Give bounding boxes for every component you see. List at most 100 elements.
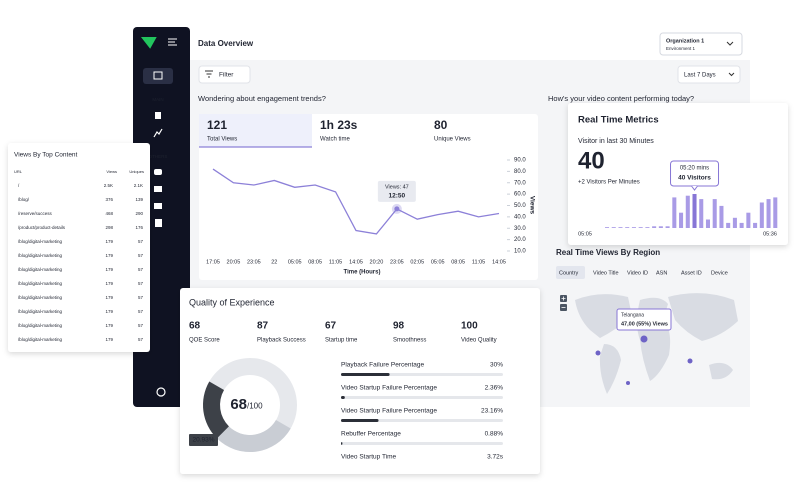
- bar: [679, 212, 684, 228]
- table-cell: 2.5K: [104, 183, 113, 188]
- y-tick-label: 40.0: [514, 214, 526, 220]
- bar: [631, 227, 636, 228]
- tab-value: 1h 23s: [320, 118, 358, 132]
- y-tick-label: 60.0: [514, 192, 526, 198]
- table-cell: /blog/digital-marketing: [18, 267, 63, 272]
- card-title: Quality of Experience: [189, 297, 275, 307]
- table-cell: 179: [105, 239, 113, 244]
- x-tick-label: 23:05: [247, 259, 261, 265]
- bar: [638, 227, 643, 228]
- y-tick-label: 10.0: [514, 249, 526, 255]
- table-cell: 57: [138, 309, 144, 314]
- score-value: 87: [257, 321, 269, 332]
- metric-value: 3.72s: [487, 454, 504, 461]
- donut-rest: [216, 420, 291, 453]
- score-value: 68: [189, 321, 201, 332]
- table-cell: /: [18, 183, 20, 188]
- table-cell: 179: [105, 309, 113, 314]
- y-axis-title: Views: [528, 196, 535, 215]
- bar-fill: [341, 373, 390, 376]
- org-dropdown[interactable]: [659, 32, 743, 56]
- x-tick-label: 14:05: [492, 259, 506, 265]
- x-tick-label: 05:05: [431, 259, 445, 265]
- map-dot: [595, 350, 601, 356]
- region-tab: ASN: [656, 270, 667, 276]
- table-cell: 57: [138, 239, 144, 244]
- filter-button[interactable]: [198, 65, 251, 84]
- tooltip-views: 47,00 (55%) Views: [621, 321, 668, 327]
- table-cell: 179: [105, 337, 113, 342]
- y-tick-label: 50.0: [514, 203, 526, 209]
- bar: [645, 227, 650, 228]
- bar: [766, 199, 771, 228]
- table-cell: /blog/digital-marketing: [18, 281, 63, 286]
- card-subtitle: Visitor in last 30 Minutes: [578, 138, 654, 145]
- bar: [746, 212, 751, 228]
- bar-track: [341, 419, 503, 422]
- map-dot: [626, 381, 630, 385]
- x-tick-label: 11:05: [472, 259, 485, 265]
- table-cell: 179: [105, 253, 113, 258]
- region-tab: Asset ID: [681, 270, 702, 276]
- table-cell: 57: [138, 267, 144, 272]
- table-cell: 57: [138, 281, 144, 286]
- table-cell: /blog/: [18, 197, 30, 202]
- score-label: Video Quality: [461, 338, 497, 344]
- tab-active[interactable]: [199, 114, 312, 147]
- range-dropdown[interactable]: [677, 65, 741, 84]
- column-header: Views: [106, 169, 117, 174]
- tooltip-label: Views: 47: [385, 184, 409, 190]
- table-cell: 179: [105, 323, 113, 328]
- chevron: [728, 72, 735, 77]
- table-cell: 179: [105, 295, 113, 300]
- bar: [685, 195, 690, 228]
- table-cell: 176: [135, 225, 143, 230]
- tooltip-time: 05:20 mins: [680, 166, 709, 172]
- score-value: 67: [325, 321, 337, 332]
- metric-value: 0.88%: [485, 431, 504, 438]
- table-cell: /blog/digital-marketing: [18, 323, 63, 328]
- bar: [726, 222, 731, 228]
- map-land: [709, 362, 733, 380]
- table-cell: /blog/digital-marketing: [18, 253, 63, 258]
- bar-fill: [341, 442, 343, 445]
- tooltip: [377, 180, 416, 202]
- nav-active[interactable]: [143, 68, 173, 84]
- chevron: [726, 41, 734, 46]
- zoom-in-icon: [561, 296, 566, 301]
- tab-value: 121: [207, 118, 227, 132]
- bar-track: [341, 396, 503, 399]
- table-cell: 57: [138, 337, 144, 342]
- engagement-card: [199, 114, 538, 280]
- table-cell: 57: [138, 295, 144, 300]
- bar: [739, 222, 744, 228]
- segment-label-bg: [189, 434, 218, 446]
- bar-fill: [341, 419, 379, 422]
- bar: [625, 227, 630, 228]
- map-tooltip: [616, 308, 672, 331]
- env-name: Environment 1: [666, 46, 696, 51]
- x-tick-label: 02:05: [410, 259, 424, 265]
- bar: [658, 226, 663, 228]
- metric-name: Rebuffer Percentage: [341, 431, 401, 438]
- tooltip-time: 12:50: [389, 193, 406, 200]
- y-tick-label: 20.0: [514, 237, 526, 243]
- bar: [732, 217, 737, 228]
- donut-max: /100: [247, 402, 263, 411]
- region-tab: Device: [711, 270, 728, 276]
- map-land: [668, 293, 738, 341]
- filter-label: Filter: [219, 72, 234, 79]
- region-tab: Video Title: [593, 270, 619, 276]
- table-cell: 179: [105, 281, 113, 286]
- tooltip-arrow: [691, 185, 698, 191]
- x-tick-label: 05:05: [288, 259, 302, 265]
- bar: [692, 194, 697, 228]
- x-tick-label: 14:05: [349, 259, 363, 265]
- tab-active[interactable]: [556, 266, 585, 279]
- bar: [753, 222, 758, 228]
- score-label: Startup time: [325, 338, 358, 344]
- map-dot: [640, 335, 648, 343]
- bar: [773, 197, 778, 228]
- table-cell: /blog/digital-marketing: [18, 309, 63, 314]
